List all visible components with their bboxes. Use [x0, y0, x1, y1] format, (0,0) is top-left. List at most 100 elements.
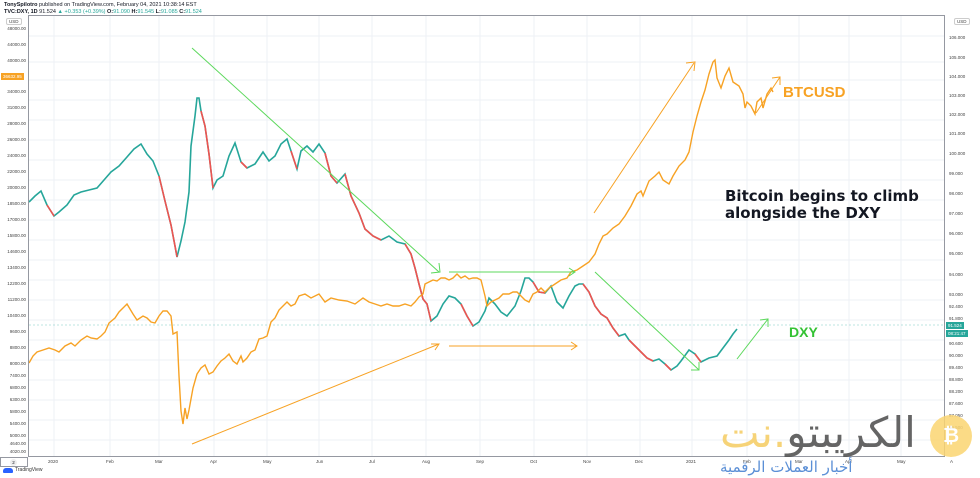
up-arrow-icon: ▲ — [57, 9, 63, 15]
close-value: 91.524 — [185, 9, 202, 15]
left-tick: 4020.00 — [9, 449, 26, 454]
close-label: C: — [179, 9, 186, 15]
left-tick: 48000.00 — [7, 26, 26, 31]
left-tick: 13400.00 — [7, 265, 26, 270]
dxy-label: DXY — [789, 324, 818, 340]
right-price-axis[interactable]: USD 106.000 105.000 104.000 103.000 102.… — [945, 15, 980, 457]
auto-scale-button[interactable]: A — [950, 459, 954, 464]
right-tick: 98.000 — [949, 191, 963, 196]
right-tick: 87.600 — [949, 401, 963, 406]
btc-price-badge: 36632.95 — [1, 73, 24, 80]
right-tick: 91.800 — [949, 316, 963, 321]
left-tick: 8800.00 — [9, 345, 26, 350]
right-tick: 105.000 — [949, 55, 966, 60]
symbol[interactable]: TVC:DXY, 1D — [4, 9, 38, 15]
left-tick: 20000.00 — [7, 185, 26, 190]
right-tick: 99.000 — [949, 171, 963, 176]
scale-badge-label: 2 — [10, 459, 17, 466]
left-tick: 40000.00 — [7, 58, 26, 63]
high-label: H: — [131, 9, 138, 15]
published-text: published on TradingView.com, February 0… — [39, 2, 197, 8]
left-tick: 17000.00 — [7, 217, 26, 222]
right-tick: 106.000 — [949, 35, 966, 40]
open-value: 91.090 — [113, 9, 130, 15]
left-tick: 34000.00 — [7, 89, 26, 94]
left-tick: 5400.00 — [9, 421, 26, 426]
left-tick: 9600.00 — [9, 329, 26, 334]
right-tick: 96.000 — [949, 231, 963, 236]
time-tick: Jun — [316, 459, 324, 464]
time-tick: Oct — [530, 459, 538, 464]
right-tick: 94.000 — [949, 272, 963, 277]
watermark-main: الكريبتو — [786, 408, 916, 457]
time-tick: Jul — [369, 459, 375, 464]
right-tick: 95.000 — [949, 251, 963, 256]
right-tick: 103.000 — [949, 93, 966, 98]
low-label: L: — [155, 9, 161, 15]
left-tick: 8000.00 — [9, 361, 26, 366]
left-tick: 28000.00 — [7, 121, 26, 126]
tradingview-logo[interactable]: TradingView — [3, 467, 43, 473]
open-label: O: — [107, 9, 114, 15]
left-tick: 31000.00 — [7, 105, 26, 110]
left-tick: 22000.00 — [7, 169, 26, 174]
tradingview-cloud-icon — [3, 467, 13, 473]
right-tick: 88.800 — [949, 377, 963, 382]
author[interactable]: TonySpilotro — [4, 2, 38, 8]
dxy-candles — [29, 97, 738, 372]
left-tick: 5800.00 — [9, 409, 26, 414]
left-tick: 10400.00 — [7, 313, 26, 318]
time-tick: 2020 — [48, 459, 59, 464]
time-tick: Sep — [476, 459, 485, 464]
time-tick: Apr — [210, 459, 218, 464]
right-tick: 102.000 — [949, 112, 966, 117]
right-tick: 88.200 — [949, 389, 963, 394]
note-line-2: alongside the DXY — [725, 204, 881, 222]
left-tick: 44000.00 — [7, 42, 26, 47]
right-tick: 89.400 — [949, 365, 963, 370]
btcusd-line — [29, 58, 774, 425]
chart-frame — [28, 15, 945, 457]
right-tick: 90.000 — [949, 353, 963, 358]
left-tick: 11200.00 — [7, 297, 26, 302]
time-axis[interactable]: 2020 Feb Mar Apr May Jun Jul Aug Sep Oct… — [28, 457, 953, 470]
grid-lines — [29, 16, 944, 456]
left-tick: 24000.00 — [7, 153, 26, 158]
time-tick: May — [897, 459, 906, 464]
high-value: 91.545 — [137, 9, 155, 15]
time-tick: Aug — [422, 459, 431, 464]
right-tick: 100.000 — [949, 151, 966, 156]
time-tick: May — [263, 459, 272, 464]
annotation-note: Bitcoin begins to climb alongside the DX… — [725, 188, 919, 222]
note-line-1: Bitcoin begins to climb — [725, 187, 919, 205]
right-currency-label: USD — [954, 18, 970, 25]
time-tick: Mar — [155, 459, 163, 464]
left-tick: 15800.00 — [7, 233, 26, 238]
right-tick: 90.600 — [949, 341, 963, 346]
bitcoin-coin-icon: ₿ — [930, 415, 972, 457]
right-tick: 104.000 — [949, 74, 966, 79]
left-tick: 7400.00 — [9, 373, 26, 378]
btcusd-label: BTCUSD — [783, 84, 846, 101]
left-tick: 12200.00 — [7, 281, 26, 286]
left-price-axis[interactable]: USD 48000.00 44000.00 40000.00 36632.95 … — [0, 15, 29, 457]
time-tick: Apr — [845, 459, 853, 464]
chart-canvas[interactable] — [29, 16, 944, 456]
left-tick: 18500.00 — [7, 201, 26, 206]
dxy-price-badge: 91.524 — [946, 322, 964, 329]
time-tick: 2021 — [686, 459, 697, 464]
right-tick: 101.000 — [949, 131, 966, 136]
time-tick: Mar — [795, 459, 803, 464]
right-tick: 93.000 — [949, 292, 963, 297]
left-currency-label: USD — [6, 18, 22, 25]
time-tick: Nov — [583, 459, 592, 464]
watermark-logo: الكريبتو.نت — [720, 412, 916, 454]
time-tick: Feb — [743, 459, 751, 464]
left-tick: 6800.00 — [9, 385, 26, 390]
scale-badge[interactable]: 2 — [0, 457, 28, 467]
time-tick: Dec — [635, 459, 644, 464]
left-tick: 5000.00 — [9, 433, 26, 438]
left-tick: 14600.00 — [7, 249, 26, 254]
low-value: 91.085 — [160, 9, 178, 15]
bar-countdown-badge: 08:21:47 — [946, 330, 968, 337]
